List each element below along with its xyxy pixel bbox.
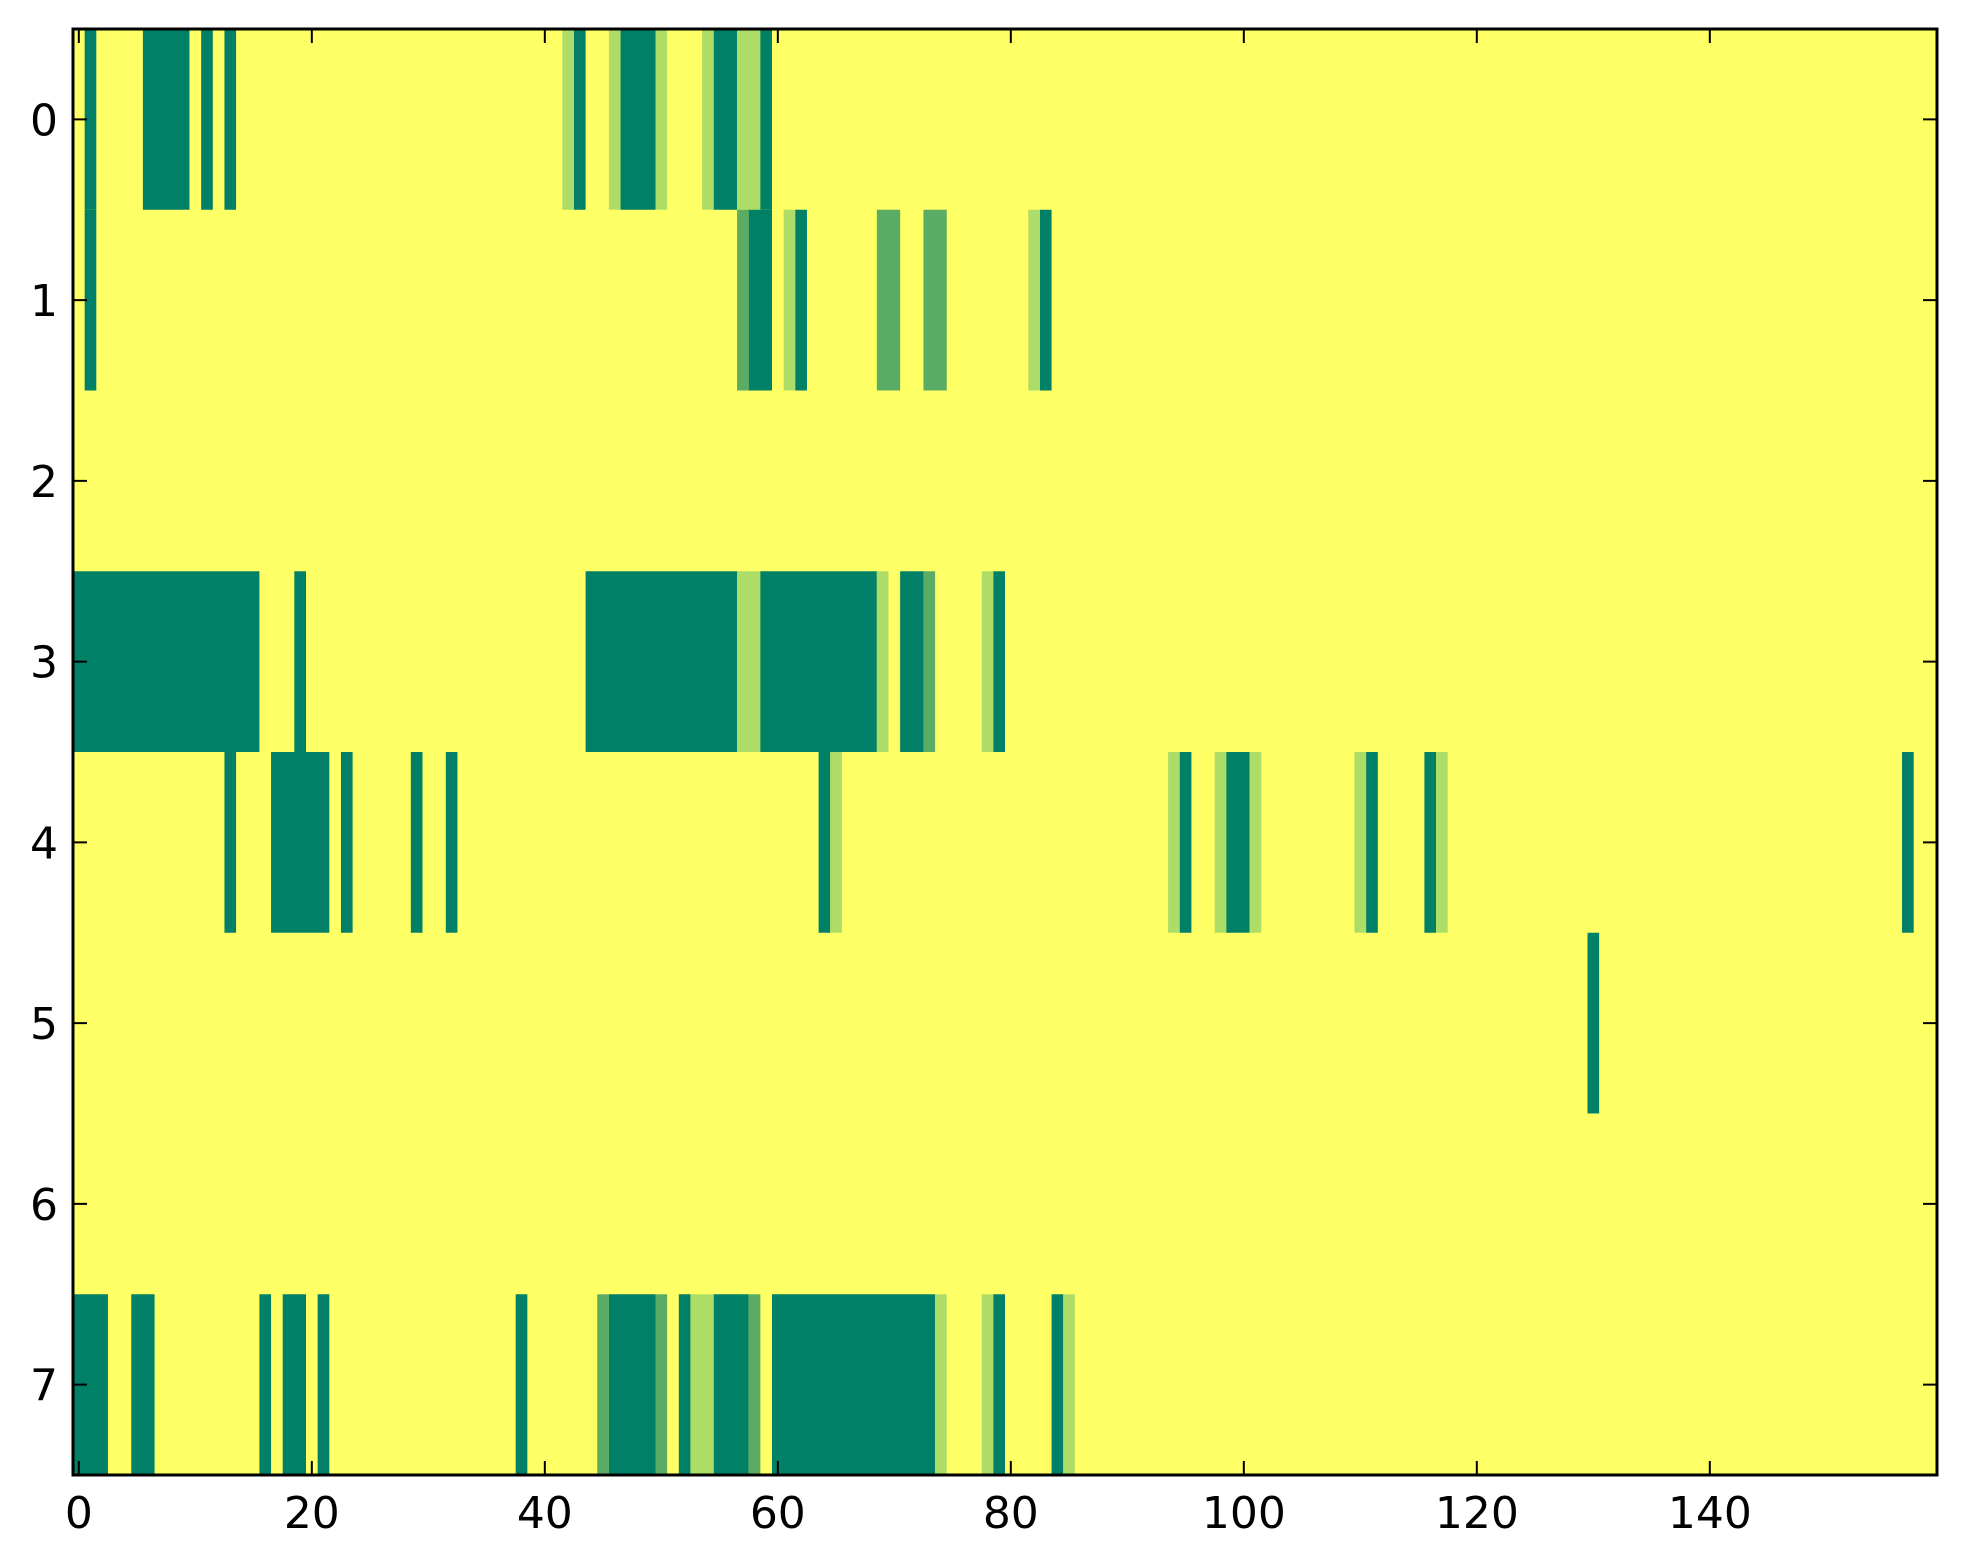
heatmap-cell-row-3 [876,571,889,752]
heatmap-cell-row-4 [1424,752,1437,933]
heatmap-cell-row-1 [1039,209,1052,391]
heatmap-cell-row-1 [1028,209,1040,391]
heatmap-cell-row-4 [224,752,237,933]
heatmap-cell-row-7 [317,1294,330,1475]
heatmap-cell-row-0 [573,29,586,210]
heatmap-cell-row-7 [608,1294,656,1475]
x-tick-label: 0 [65,1488,93,1539]
heatmap-cell-row-0 [142,29,190,210]
heatmap-cell-row-7 [655,1294,668,1475]
heatmap-cell-row-4 [410,752,423,933]
heatmap-cell-row-1 [748,209,772,391]
heatmap-cell-row-0 [224,29,237,210]
heatmap-cell-row-1 [923,209,947,391]
heatmap-cell-row-3 [923,571,936,752]
heatmap-cell-row-0 [84,29,97,210]
x-tick-label: 60 [750,1488,806,1539]
x-axis-ticks: 0 20 40 60 80 100 120 140 [65,29,1752,1539]
y-tick-label: 6 [30,1180,58,1231]
heatmap-cell-row-0 [201,29,213,210]
heatmap-cell-row-7 [1063,1294,1075,1475]
heatmap-cell-row-4 [271,752,330,933]
heatmap-cell-row-1 [84,209,97,391]
heatmap-cell-row-7 [748,1294,761,1475]
heatmap-cell-row-4 [340,752,353,933]
heatmap-cell-row-0 [713,29,738,210]
heatmap-cell-row-1 [795,209,807,391]
heatmap-cell-row-7 [515,1294,528,1475]
heatmap-cell-row-7 [935,1294,947,1475]
heatmap-cell-row-4 [1179,752,1192,933]
heatmap-cell-row-4 [1226,752,1250,933]
heatmap-cell-row-7 [772,1294,936,1475]
y-axis-ticks: 0 1 2 3 4 5 6 7 [30,95,1937,1412]
x-tick-label: 120 [1435,1488,1519,1539]
axes [71,27,1939,1477]
heatmap-cell-row-3 [981,571,994,752]
heatmap-cell-row-0 [562,29,574,210]
x-tick-label: 20 [284,1488,340,1539]
heatmap-cell-row-7 [597,1294,609,1475]
heatmap-cell-row-0 [702,29,714,210]
heatmap-cell-row-0 [655,29,668,210]
heatmap-cell-row-7 [1051,1294,1064,1475]
heatmap-cell-row-0 [760,29,772,210]
heatmap-cell-row-0 [737,29,761,210]
y-tick-label: 0 [30,95,58,146]
y-tick-label: 4 [30,818,58,869]
heatmap-cell-row-7 [690,1294,714,1475]
y-tick-label: 2 [30,457,58,508]
heatmap-cell-row-7 [678,1294,691,1475]
heatmap-cell-row-7 [131,1294,155,1475]
heatmap-cell-row-7 [993,1294,1005,1475]
heatmap-cell-row-7 [981,1294,994,1475]
heatmap-cell-row-3 [900,571,924,752]
heatmap-cell-row-4 [1168,752,1180,933]
heatmap-cell-row-3 [585,571,738,752]
heatmap-cell-row-3 [737,571,761,752]
heatmap-cell-row-4 [1214,752,1227,933]
heatmap-cell-row-1 [783,209,796,391]
heatmap-cell-row-5 [1587,932,1600,1114]
heatmap-cell-row-3 [73,571,260,752]
heatmap-cells [73,29,1914,1475]
heatmap-cell-row-0 [608,29,621,210]
heatmap-cell-row-4 [445,752,458,933]
heatmap-cell-row-7 [713,1294,749,1475]
y-tick-label: 5 [30,999,58,1050]
x-tick-label: 140 [1668,1488,1752,1539]
heatmap-cell-row-4 [1354,752,1367,933]
heatmap-cell-row-0 [620,29,656,210]
heatmap-cell-row-3 [760,571,877,752]
y-tick-label: 1 [30,276,58,327]
y-tick-label: 7 [30,1361,58,1412]
plot-frame [71,27,1939,1477]
heatmap-cell-row-1 [876,209,901,391]
x-tick-label: 100 [1202,1488,1286,1539]
heatmap-cell-row-7 [282,1294,306,1475]
heatmap-cell-row-4 [1249,752,1262,933]
heatmap-cell-row-4 [818,752,831,933]
x-tick-label: 40 [517,1488,573,1539]
heatmap-cell-row-3 [993,571,1005,752]
heatmap-cell-row-3 [294,571,306,752]
heatmap-cell-row-4 [1902,752,1914,933]
y-tick-label: 3 [30,638,58,689]
heatmap-cell-row-7 [259,1294,272,1475]
x-tick-label: 80 [983,1488,1039,1539]
heatmap-cell-row-4 [1366,752,1378,933]
heatmap-cell-row-1 [737,209,749,391]
heatmap-cell-row-4 [1436,752,1448,933]
heatmap-cell-row-4 [830,752,842,933]
